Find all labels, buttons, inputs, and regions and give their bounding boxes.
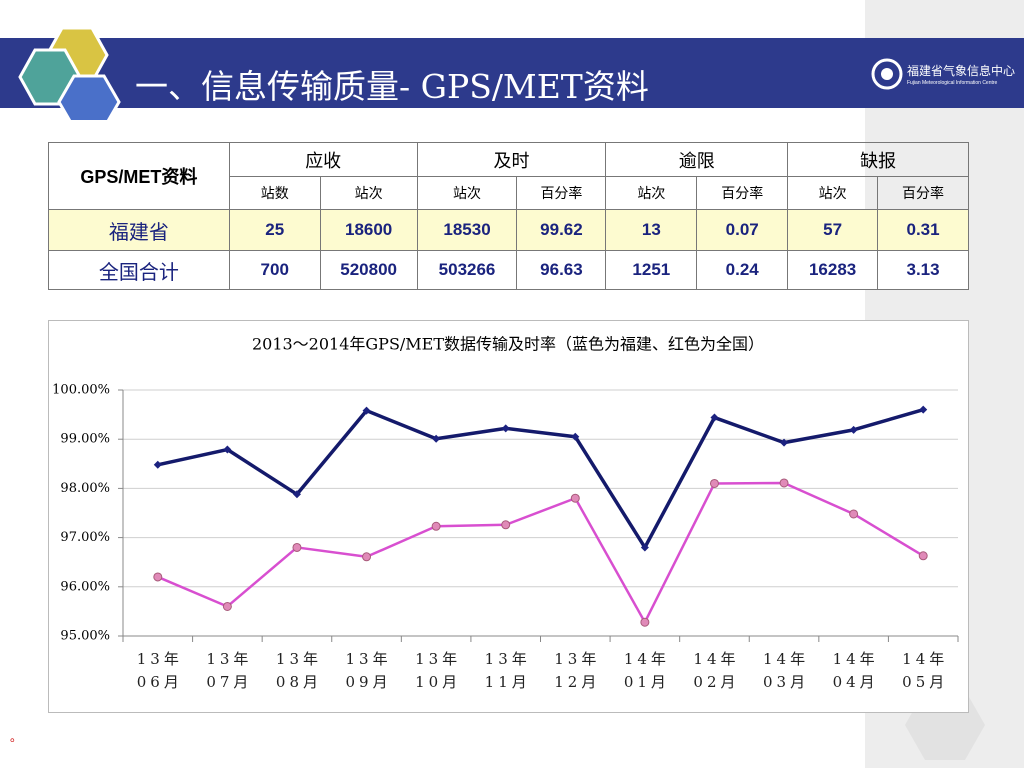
marker bbox=[571, 432, 580, 441]
marker bbox=[918, 551, 928, 561]
y-tick-label: 97.00% bbox=[60, 530, 110, 545]
group-header: 缺报 bbox=[787, 142, 969, 177]
subheader: 百分率 bbox=[516, 176, 607, 210]
x-tick-label: 14年03月 bbox=[762, 650, 810, 691]
subheader: 站次 bbox=[605, 176, 698, 210]
subheader-row: 站数 站次 站次 百分率 站次 百分率 站次 百分率 bbox=[49, 176, 969, 210]
marker bbox=[919, 405, 928, 414]
group-header: 逾限 bbox=[605, 142, 789, 177]
subheader: 站次 bbox=[319, 176, 418, 210]
x-tick-label: 14年05月 bbox=[902, 650, 949, 691]
marker bbox=[362, 406, 371, 415]
row-label: 全国合计 bbox=[48, 250, 230, 290]
title-band bbox=[0, 38, 865, 108]
cell: 503266 bbox=[416, 250, 518, 290]
marker bbox=[640, 617, 650, 627]
cell: 18600 bbox=[319, 209, 418, 251]
cell: 1251 bbox=[605, 250, 698, 290]
logo-text: 福建省气象信息中心 bbox=[907, 64, 1016, 78]
marker bbox=[779, 478, 789, 488]
marker bbox=[709, 478, 719, 488]
marker bbox=[153, 572, 163, 582]
marker bbox=[570, 493, 580, 503]
x-tick-label: 13年08月 bbox=[275, 650, 322, 691]
cell: 18530 bbox=[416, 209, 518, 251]
logo: 福建省气象信息中心 Fujian Meteorological Informat… bbox=[865, 38, 1024, 108]
x-tick-label: 13年07月 bbox=[206, 650, 253, 691]
marker bbox=[501, 520, 511, 530]
cell: 3.13 bbox=[877, 250, 969, 290]
marker bbox=[362, 552, 372, 562]
cell: 16283 bbox=[787, 250, 879, 290]
cell: 25 bbox=[228, 209, 321, 251]
marker bbox=[710, 413, 719, 422]
y-tick-label: 95.00% bbox=[60, 629, 110, 644]
data-row: 全国合计 700 520800 503266 96.63 1251 0.24 16283 3.1… bbox=[48, 250, 969, 290]
cell: 0.31 bbox=[877, 209, 969, 251]
x-tick-label: 13年06月 bbox=[136, 650, 183, 691]
x-tick-label: 13年09月 bbox=[345, 650, 392, 691]
corner-cell: GPS/MET资料 bbox=[48, 142, 230, 210]
x-tick-label: 13年11月 bbox=[484, 650, 531, 691]
footnote: 。 bbox=[10, 730, 23, 744]
chart-title: 2013～2014年GPS/MET数据传输及时率（蓝色为福建、红色为全国） bbox=[252, 335, 764, 354]
marker bbox=[640, 543, 649, 552]
logo-icon bbox=[871, 58, 903, 90]
series-line bbox=[157, 481, 924, 624]
x-tick-label: 14年01月 bbox=[623, 650, 670, 691]
cell: 13 bbox=[605, 209, 698, 251]
marker bbox=[501, 424, 510, 433]
marker bbox=[222, 601, 232, 611]
data-row: 福建省 25 18600 18530 99.62 13 0.07 57 0.31 bbox=[48, 209, 969, 251]
y-tick-label: 98.00% bbox=[60, 481, 110, 496]
slide-title: 一、信息传输质量- GPS/MET资料 bbox=[135, 67, 649, 106]
marker bbox=[780, 438, 789, 447]
x-tick-label: 14年04月 bbox=[832, 650, 879, 691]
series-line bbox=[157, 407, 924, 550]
cell: 96.63 bbox=[516, 250, 607, 290]
marker bbox=[223, 445, 232, 454]
y-tick-label: 100.00% bbox=[52, 383, 110, 398]
subheader: 站次 bbox=[416, 176, 518, 210]
row-label: 福建省 bbox=[48, 209, 230, 251]
cell: 0.24 bbox=[696, 250, 789, 290]
marker bbox=[431, 521, 441, 531]
x-tick-label: 13年12月 bbox=[554, 650, 601, 691]
logo-subtext: Fujian Meteorological Information Centre bbox=[907, 80, 998, 86]
hexagons bbox=[18, 26, 121, 120]
cell: 520800 bbox=[319, 250, 418, 290]
marker bbox=[292, 490, 301, 499]
group-header: 及时 bbox=[416, 142, 607, 177]
chart-box bbox=[48, 320, 969, 713]
x-tick-label: 14年02月 bbox=[693, 650, 740, 691]
cell: 99.62 bbox=[516, 209, 607, 251]
marker bbox=[849, 509, 859, 519]
cell: 700 bbox=[228, 250, 321, 290]
x-tick-label: 13年10月 bbox=[415, 650, 462, 691]
marker bbox=[153, 460, 162, 469]
y-tick-label: 96.00% bbox=[60, 579, 110, 594]
marker bbox=[849, 425, 858, 434]
marker bbox=[432, 434, 441, 443]
data-table: GPS/MET资料 应收 及时 逾限 缺报 站数 站次 站次 百分率 站次 百分率 站次 百分率 福建省 2… bbox=[48, 142, 969, 290]
subheader: 百分率 bbox=[877, 176, 969, 210]
marker bbox=[292, 542, 302, 552]
cell: 0.07 bbox=[696, 209, 789, 251]
y-tick-label: 99.00% bbox=[60, 432, 110, 447]
